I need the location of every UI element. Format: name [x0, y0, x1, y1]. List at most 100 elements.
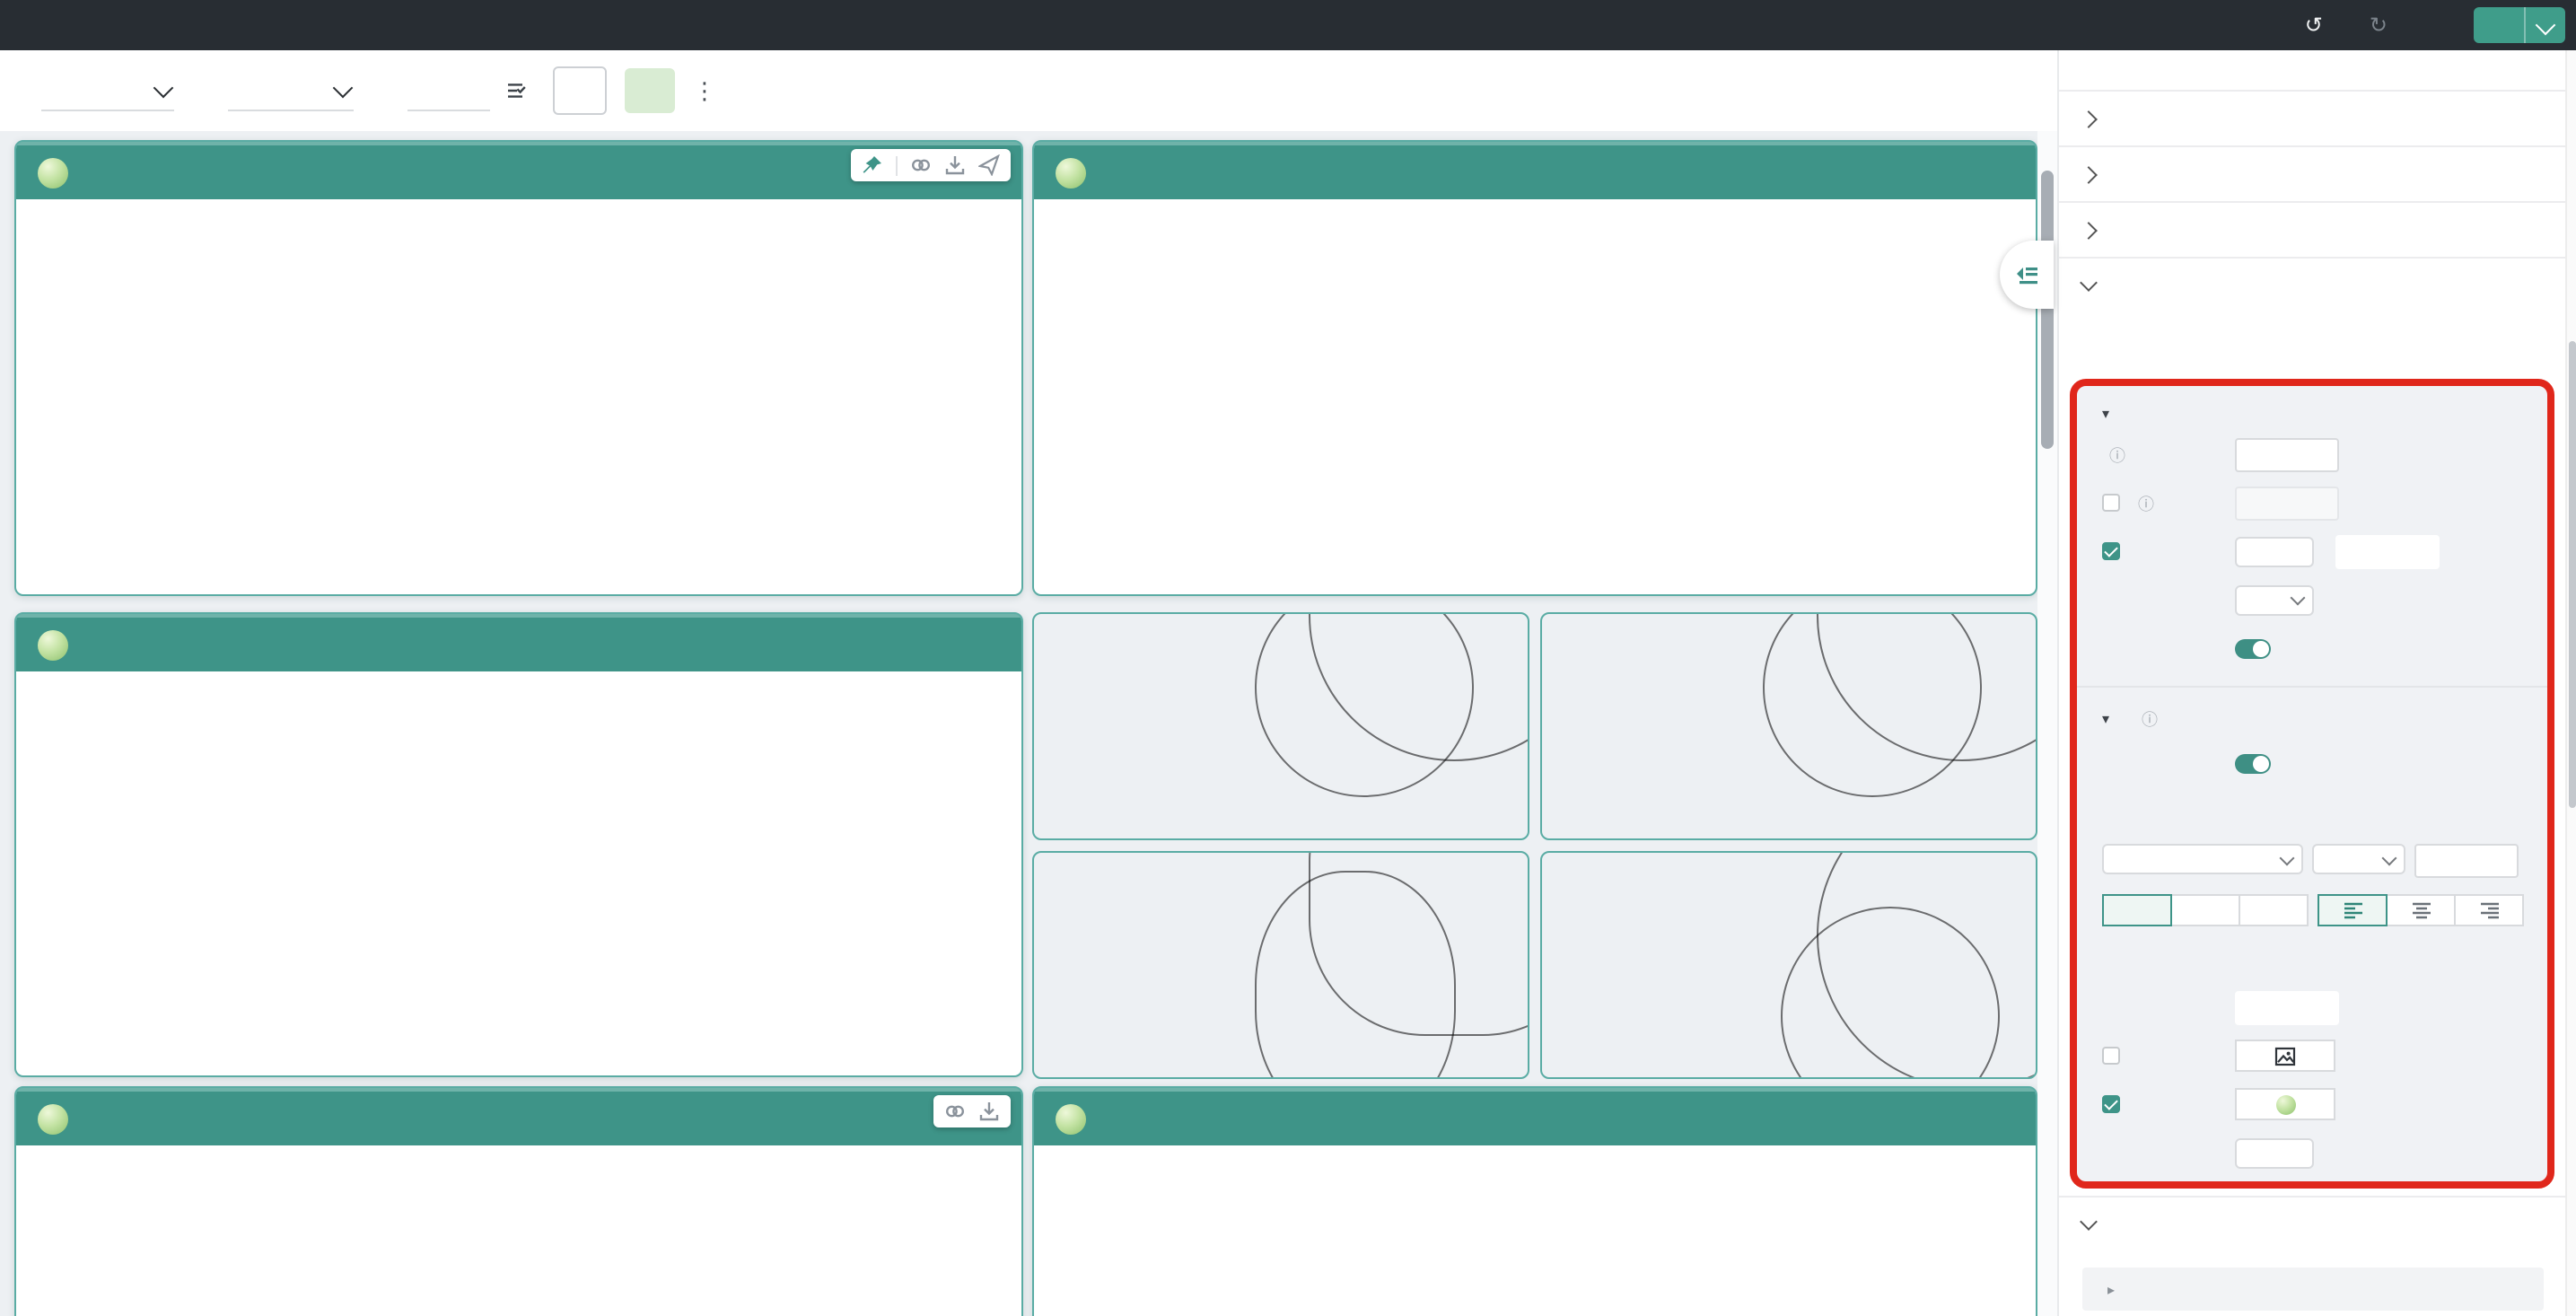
enable-title-toggle[interactable] [2235, 753, 2271, 773]
title-bg-color-row [2102, 990, 2547, 1024]
kpi-card-order-qty[interactable] [1540, 612, 2037, 840]
decorative-curve [1255, 614, 1474, 797]
collapse-panel-icon [2017, 268, 2037, 285]
chevron-down-icon [2080, 274, 2098, 292]
align-left-icon [2344, 902, 2361, 919]
align-right-icon [2480, 902, 2498, 919]
top-border-width-select[interactable] [2235, 1186, 2314, 1189]
title-bg-image-row [2102, 1040, 2547, 1072]
kpi-card-delivery[interactable] [1032, 851, 1529, 1079]
subsection-indicator-card[interactable]: ▸ [2082, 1268, 2544, 1311]
link-icon[interactable] [944, 1101, 966, 1122]
list-check-icon[interactable] [504, 79, 528, 102]
align-left-button[interactable] [2318, 894, 2388, 926]
card-bg-color-swatch[interactable] [2235, 437, 2339, 471]
card-funnel[interactable] [14, 612, 1023, 1077]
card-icon [1056, 1103, 1086, 1134]
card-funnel-header [16, 614, 1021, 671]
title-height-row [2102, 1136, 2547, 1169]
icon-image-checkbox[interactable] [2102, 1095, 2120, 1113]
card-border-width-input[interactable] [2235, 536, 2314, 566]
icon-image-preview[interactable] [2235, 1088, 2335, 1120]
scrollbar-thumb[interactable] [2041, 171, 2054, 449]
card-province-table[interactable] [14, 1086, 1023, 1316]
triangle-right-icon: ▸ [2107, 1281, 2116, 1297]
font-size-select[interactable] [2312, 844, 2405, 874]
card-border-checkbox[interactable] [2102, 542, 2120, 560]
chevron-right-icon [2080, 221, 2098, 239]
redo-button[interactable]: ↻ [2370, 14, 2395, 36]
kpi-card-sales[interactable] [1032, 612, 1529, 840]
scrollbar-thumb[interactable] [2569, 341, 2576, 808]
save-dropdown-button[interactable] [2526, 7, 2565, 43]
chevron-down-icon [2080, 1212, 2098, 1230]
bg-image-checkbox[interactable] [2102, 494, 2120, 512]
title-height-input[interactable] [2235, 1137, 2314, 1168]
card-style-group-header[interactable]: ▾ [2102, 406, 2547, 422]
chevron-down-icon [332, 76, 354, 98]
kpi-card-sales-amount[interactable] [1540, 851, 2037, 1079]
font-family-select[interactable] [2102, 844, 2303, 874]
card-combo-header [1034, 142, 2036, 199]
chevron-right-icon [2080, 110, 2098, 127]
card-shadow-row [2102, 632, 2547, 664]
info-icon: ⓘ [2109, 446, 2126, 464]
bold-button[interactable] [2102, 894, 2172, 926]
filter-store-select[interactable] [228, 70, 354, 111]
funnel-chart [16, 671, 1021, 1075]
card-bg-image-swatch[interactable] [2235, 486, 2339, 520]
save-divider [2524, 7, 2526, 43]
title-bg-color-swatch[interactable] [2235, 990, 2339, 1024]
clear-button[interactable] [553, 66, 607, 115]
section-component-style[interactable] [2059, 201, 2567, 257]
card-shadow-toggle[interactable] [2235, 638, 2271, 658]
page-scrollbar [2565, 50, 2576, 1316]
download-icon[interactable] [944, 154, 966, 176]
top-border-color-swatch[interactable] [2335, 1184, 2440, 1189]
chevron-down-icon [2279, 849, 2295, 865]
align-center-button[interactable] [2386, 894, 2456, 926]
pin-icon[interactable] [862, 154, 883, 176]
undo-button[interactable]: ↺ [2305, 14, 2330, 36]
filter-date-select[interactable] [41, 70, 174, 111]
section-global-style[interactable] [2059, 145, 2567, 201]
card-combo[interactable] [1032, 140, 2037, 596]
save-button-group [2474, 7, 2565, 43]
filter-origin-select[interactable] [407, 70, 490, 111]
title-text-label-row [2102, 795, 2547, 828]
card-tornado[interactable] [14, 140, 1023, 596]
kebab-menu-icon[interactable]: ⋮ [693, 76, 716, 103]
dashboard-canvas [0, 131, 2037, 1316]
card-province-line[interactable] [1032, 1086, 2037, 1316]
align-right-button[interactable] [2454, 894, 2524, 926]
italic-button[interactable] [2170, 894, 2240, 926]
card-title-group-header[interactable]: ▾ ⓘ [2102, 707, 2547, 731]
card-border-color-swatch[interactable] [2335, 534, 2440, 568]
section-card[interactable] [2059, 257, 2567, 312]
download-icon[interactable] [978, 1101, 1000, 1122]
bg-image-picker-button[interactable] [2235, 1040, 2335, 1072]
card-settings-highlight: ▾ ⓘ ⓘ [2070, 379, 2554, 1189]
query-button[interactable] [625, 68, 675, 113]
card-icon [1056, 157, 1086, 188]
card-radius-select[interactable] [2235, 584, 2314, 615]
section-dashboard-theme[interactable] [2059, 90, 2567, 145]
link-icon[interactable] [910, 154, 932, 176]
font-color-swatch[interactable] [2414, 844, 2519, 878]
chevron-down-icon [2535, 14, 2556, 36]
filter-bar: ⋮ [0, 50, 2057, 133]
chevron-down-icon [2381, 849, 2397, 865]
save-button[interactable] [2474, 7, 2524, 43]
send-icon[interactable] [978, 154, 1000, 176]
combo-chart [1034, 199, 2036, 594]
section-chart-props[interactable] [2059, 1196, 2567, 1250]
triangle-down-icon: ▾ [2102, 711, 2110, 727]
info-icon: ⓘ [2142, 711, 2159, 729]
underline-button[interactable] [2239, 894, 2309, 926]
card-radius-row [2102, 583, 2547, 616]
enable-title-row [2102, 747, 2547, 779]
panel-collapse-tab[interactable] [2000, 241, 2054, 309]
style-panel: ▾ ⓘ ⓘ [2057, 50, 2567, 1316]
title-bg-image-checkbox[interactable] [2102, 1047, 2120, 1065]
